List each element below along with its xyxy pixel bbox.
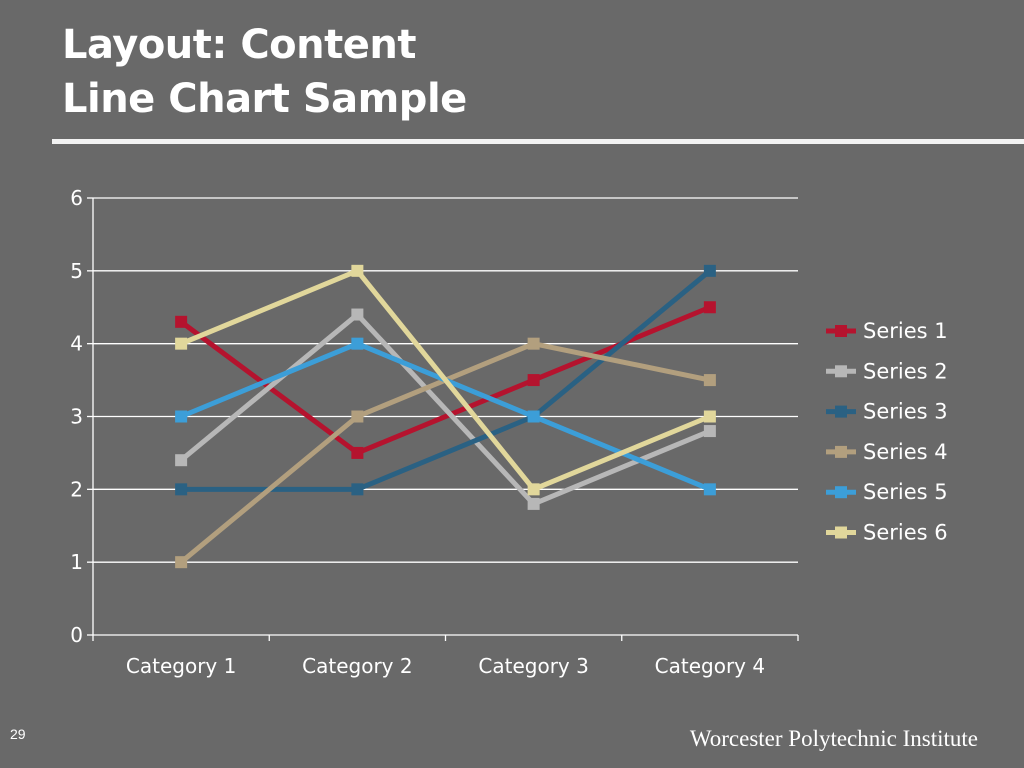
slide-number: 29 — [10, 726, 26, 742]
legend-label: Series 1 — [863, 319, 948, 343]
data-point — [527, 497, 540, 510]
y-tick-label: 1 — [70, 550, 83, 574]
legend-swatch-marker — [835, 486, 847, 499]
data-point — [351, 337, 364, 350]
legend-item: Series 6 — [826, 521, 948, 545]
data-point — [703, 425, 716, 438]
data-point — [351, 410, 364, 423]
slide-title-line-1: Layout: Content — [62, 22, 416, 68]
y-tick-label: 2 — [70, 477, 83, 501]
series-line — [178, 312, 713, 507]
data-point — [351, 308, 364, 321]
y-tick-label: 4 — [70, 332, 83, 356]
legend-item: Series 4 — [826, 440, 948, 464]
x-tick-label: Category 3 — [478, 654, 588, 678]
chart-series — [175, 264, 716, 569]
legend-item: Series 5 — [826, 480, 948, 504]
slide-title-line-2: Line Chart Sample — [62, 76, 467, 122]
legend-label: Series 3 — [863, 400, 948, 424]
data-point — [527, 374, 540, 387]
data-point — [703, 264, 716, 277]
data-point — [175, 556, 188, 569]
legend-label: Series 4 — [863, 440, 948, 464]
data-point — [351, 446, 364, 459]
data-point — [703, 410, 716, 423]
data-point — [527, 483, 540, 496]
data-point — [527, 410, 540, 423]
data-point — [175, 454, 188, 467]
series-2 — [175, 308, 716, 510]
data-point — [527, 337, 540, 350]
data-point — [351, 483, 364, 496]
data-point — [175, 483, 188, 496]
data-point — [351, 264, 364, 277]
series-line — [178, 268, 713, 492]
y-tick-label: 3 — [70, 405, 83, 429]
legend-item: Series 1 — [826, 319, 948, 343]
y-tick-label: 6 — [70, 186, 83, 210]
x-tick-label: Category 4 — [655, 654, 765, 678]
data-point — [175, 315, 188, 328]
legend-label: Series 2 — [863, 359, 948, 383]
data-point — [703, 374, 716, 387]
legend-swatch-marker — [835, 365, 847, 378]
data-point — [703, 483, 716, 496]
legend-swatch-marker — [835, 325, 847, 337]
series-6 — [175, 264, 716, 496]
footer-institution: Worcester Polytechnic Institute — [689, 726, 978, 751]
chart-legend: Series 1 Series 2 Series 3 Series 4 Series 5… — [826, 319, 948, 545]
legend-item: Series 3 — [826, 400, 948, 424]
legend-label: Series 6 — [863, 521, 948, 545]
chart-axes: 0 1 2 3 4 5 6 Category 1 Category 2 Category 3 Cat… — [70, 186, 799, 678]
data-point — [703, 301, 716, 314]
legend-label: Series 5 — [863, 480, 948, 504]
legend-swatch-marker — [835, 526, 847, 539]
y-tick-label: 5 — [70, 259, 83, 283]
legend-swatch-marker — [835, 405, 847, 418]
data-point — [175, 337, 188, 350]
legend-swatch-marker — [835, 445, 847, 458]
data-point — [175, 410, 188, 423]
legend-item: Series 2 — [826, 359, 948, 383]
x-tick-label: Category 1 — [126, 654, 236, 678]
x-tick-label: Category 2 — [302, 654, 412, 678]
title-divider — [52, 139, 1024, 144]
y-tick-label: 0 — [70, 623, 83, 647]
